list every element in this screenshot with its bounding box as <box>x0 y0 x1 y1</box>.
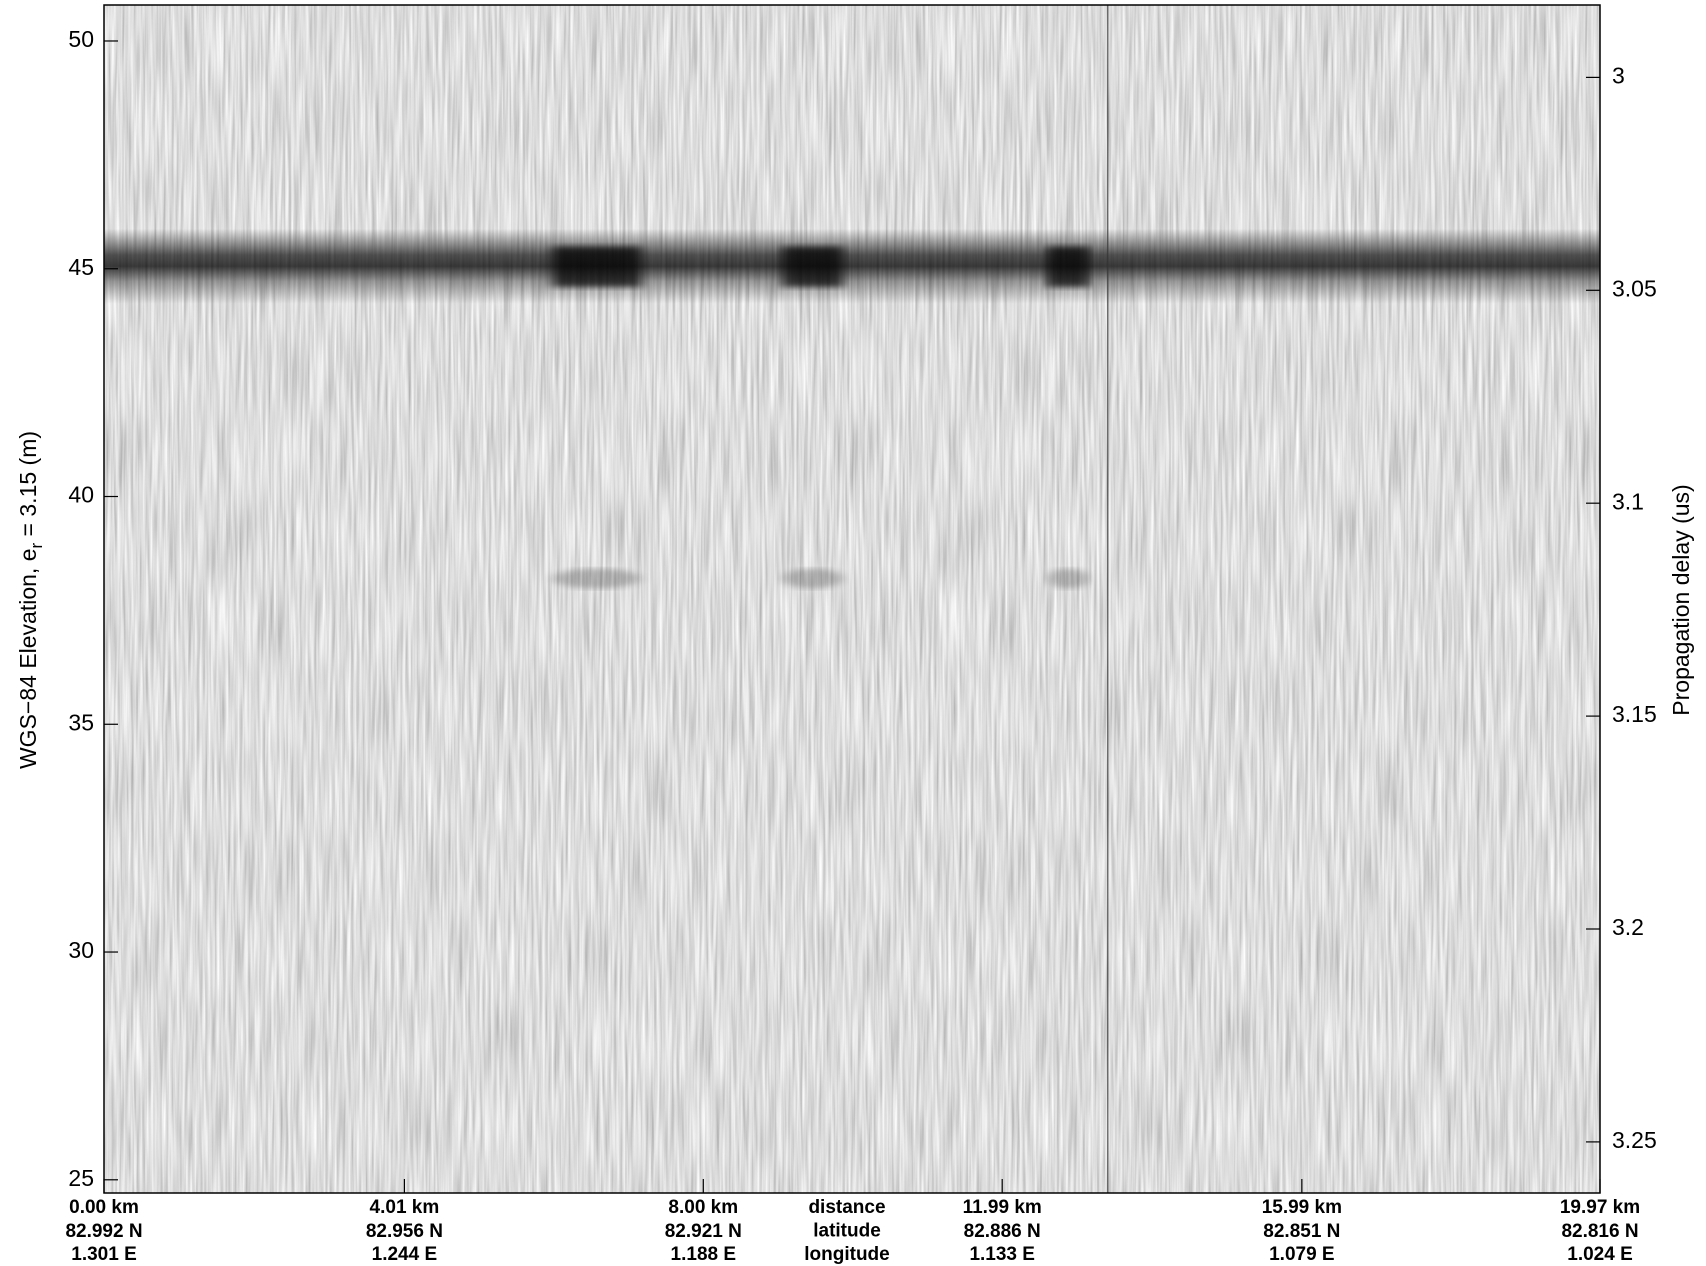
x-tick-longitude: 1.079 E <box>1269 1244 1335 1265</box>
x-tick-latitude: 82.992 N <box>65 1221 142 1242</box>
deep-reflection <box>552 568 641 589</box>
x-row-name: distance <box>808 1197 885 1218</box>
x-tick-longitude: 1.133 E <box>969 1244 1035 1265</box>
x-tick-longitude: 1.188 E <box>671 1244 737 1265</box>
y2-tick-label: 3.15 <box>1612 701 1657 727</box>
x-tick-label: 19.97 km <box>1560 1197 1640 1218</box>
x-tick-latitude: 82.816 N <box>1561 1221 1638 1242</box>
y-tick-label: 25 <box>68 1165 94 1191</box>
y2-tick-label: 3.2 <box>1612 914 1644 940</box>
x-tick-longitude: 1.244 E <box>372 1244 438 1265</box>
y-tick-label: 45 <box>68 254 94 280</box>
y2-tick-label: 3.1 <box>1612 488 1644 514</box>
plot-frame <box>103 4 1601 1194</box>
x-row-name: latitude <box>813 1221 881 1242</box>
deep-reflection <box>782 568 843 589</box>
y-tick-label: 50 <box>68 26 94 52</box>
surface-bright-spot <box>552 246 641 287</box>
surface-reflection <box>104 228 1600 304</box>
x-tick-latitude: 82.851 N <box>1263 1221 1340 1242</box>
y-axis-label: WGS−84 Elevation, er = 3.15 (m) <box>15 431 46 769</box>
y2-axis-label: Propagation delay (us) <box>1668 484 1694 715</box>
y2-tick-label: 3.25 <box>1612 1127 1657 1153</box>
x-tick-label: 0.00 km <box>69 1197 139 1218</box>
x-tick-label: 8.00 km <box>668 1197 738 1218</box>
deep-reflection <box>1047 568 1090 589</box>
x-tick-label: 15.99 km <box>1262 1197 1342 1218</box>
x-row-name: longitude <box>804 1244 889 1265</box>
x-tick-label: 4.01 km <box>370 1197 440 1218</box>
x-tick-label: 11.99 km <box>963 1197 1042 1218</box>
x-tick-latitude: 82.956 N <box>366 1221 443 1242</box>
y-tick-label: 40 <box>68 482 94 508</box>
x-tick-latitude: 82.886 N <box>964 1221 1041 1242</box>
y2-tick-label: 3 <box>1612 62 1625 88</box>
y-tick-label: 35 <box>68 709 94 735</box>
surface-bright-spot <box>1047 246 1090 287</box>
x-tick-longitude: 1.301 E <box>71 1244 137 1265</box>
x-tick-latitude: 82.921 N <box>665 1221 742 1242</box>
surface-bright-spot <box>782 246 843 287</box>
echogram-texture <box>104 5 1600 1193</box>
y2-tick-label: 3.05 <box>1612 275 1657 301</box>
y-tick-label: 30 <box>68 937 94 963</box>
x-tick-longitude: 1.024 E <box>1567 1244 1633 1265</box>
